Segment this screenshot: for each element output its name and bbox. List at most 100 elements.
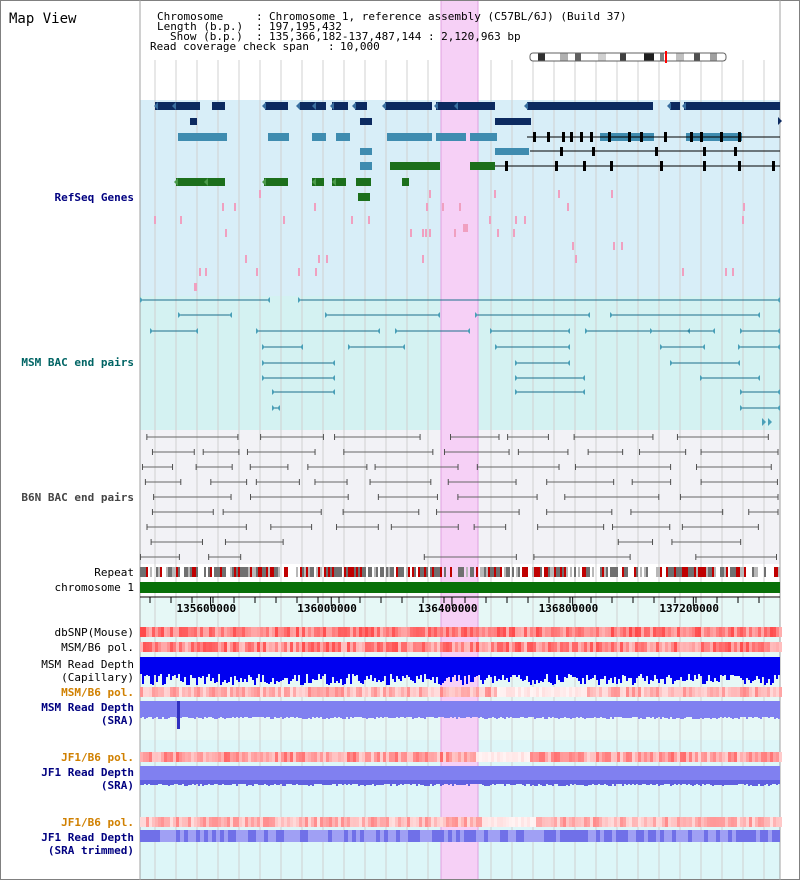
jf1-trimmed-depth-cell: [360, 830, 364, 842]
gene-block: [268, 133, 289, 141]
dbsnp-density-cell: [755, 627, 758, 637]
msm-polymorphism-cell: [443, 642, 446, 652]
msm-capillary-depth-bar: [604, 657, 606, 676]
msm-sra-depth-bar: [250, 713, 252, 718]
track-label-jf1-depth-trimmed: JF1 Read Depth: [41, 831, 134, 844]
msm-polymorphism-cell: [551, 642, 554, 652]
jf1-polymorphism-cell: [464, 817, 467, 827]
msm-sra-depth-bar: [618, 713, 620, 717]
dbsnp-density-cell: [668, 627, 671, 637]
bac-end-marker: [660, 344, 663, 350]
jf1-sra-depth-bar: [700, 780, 702, 786]
jf1-sra-depth-bar: [534, 780, 536, 786]
refseq-gene-small: [613, 242, 615, 250]
msm-capillary-depth-bar: [758, 657, 760, 679]
msm-polymorphism-cell: [662, 642, 665, 652]
msm-capillary-depth-bar: [152, 657, 154, 685]
msm-polymorphism-cell: [257, 642, 260, 652]
jf1-polymorphism-cell: [290, 752, 293, 762]
msm-polymorphism-cell: [659, 687, 662, 697]
jf1-polymorphism-cell: [704, 752, 707, 762]
jf1-trimmed-depth-cell: [208, 830, 212, 842]
msm-polymorphism-cell: [431, 687, 434, 697]
jf1-polymorphism-cell: [320, 817, 323, 827]
msm-polymorphism-cell: [626, 642, 629, 652]
msm-capillary-depth-bar: [518, 657, 520, 675]
msm-polymorphism-cell: [143, 687, 146, 697]
refseq-gene-small: [429, 229, 431, 237]
dbsnp-density-cell: [761, 627, 764, 637]
msm-sra-depth-bar: [442, 713, 444, 717]
msm-polymorphism-cell: [557, 642, 560, 652]
gene-exon: [583, 161, 586, 171]
jf1-sra-depth-bar: [352, 780, 354, 784]
msm-sra-depth-bar: [506, 713, 508, 717]
jf1-sra-depth-bar: [584, 780, 586, 786]
jf1-trimmed-depth-cell: [292, 830, 296, 842]
msm-polymorphism-cell: [686, 687, 689, 697]
dbsnp-density-cell: [317, 627, 320, 637]
track-label-dbsnp: dbSNP(Mouse): [54, 626, 134, 639]
msm-capillary-depth-bar: [310, 657, 312, 683]
ideogram-band: [620, 53, 626, 61]
bac-end-marker: [777, 328, 780, 334]
msm-capillary-depth-bar: [636, 657, 638, 678]
msm-sra-depth-bar: [722, 713, 724, 718]
repeat-element: [370, 567, 372, 577]
msm-sra-depth-bar: [340, 713, 342, 718]
msm-polymorphism-cell: [338, 687, 341, 697]
msm-sra-depth-bar: [168, 713, 170, 718]
jf1-sra-depth-bar: [632, 780, 634, 784]
jf1-trimmed-depth-cell: [444, 830, 448, 842]
jf1-polymorphism-cell: [305, 752, 308, 762]
jf1-polymorphism-cell: [452, 752, 455, 762]
msm-polymorphism-cell: [611, 642, 614, 652]
refseq-gene-small: [205, 268, 207, 276]
repeat-element: [476, 567, 478, 577]
msm-polymorphism-cell: [158, 642, 161, 652]
jf1-polymorphism-cell: [689, 817, 692, 827]
jf1-polymorphism-cell: [260, 817, 263, 827]
msm-polymorphism-cell: [458, 687, 461, 697]
jf1-polymorphism-cell: [347, 817, 350, 827]
jf1-sra-depth-bar: [358, 780, 360, 786]
refseq-gene-small: [422, 255, 424, 263]
gene-block: [360, 162, 372, 170]
msm-polymorphism-cell: [602, 642, 605, 652]
jf1-sra-depth-bar: [486, 780, 488, 786]
msm-polymorphism-cell: [488, 687, 491, 697]
msm-polymorphism-cell: [353, 687, 356, 697]
msm-sra-depth-bar: [732, 713, 734, 719]
jf1-trimmed-depth-cell: [596, 830, 600, 842]
jf1-polymorphism-cell: [539, 817, 542, 827]
jf1-sra-depth-bar: [322, 780, 324, 785]
msm-capillary-depth-bar: [182, 657, 184, 682]
msm-sra-depth-bar: [464, 713, 466, 718]
msm-sra-depth-bar: [736, 713, 738, 718]
jf1-sra-depth-bar: [256, 780, 258, 784]
dbsnp-density-cell: [485, 627, 488, 637]
repeat-element: [774, 567, 776, 577]
msm-polymorphism-cell: [473, 642, 476, 652]
repeat-element: [376, 567, 378, 577]
repeat-element: [522, 567, 524, 577]
msm-polymorphism-cell: [158, 687, 161, 697]
gene-block: [312, 178, 324, 186]
jf1-polymorphism-cell: [494, 817, 497, 827]
jf1-sra-depth-bar: [160, 780, 162, 784]
msm-polymorphism-cell: [737, 687, 740, 697]
msm-sra-depth-bar: [686, 713, 688, 717]
jf1-polymorphism-cell: [419, 817, 422, 827]
msm-sra-depth-bar: [670, 713, 672, 717]
msm-sra-depth-bar: [238, 713, 240, 718]
dbsnp-density-cell: [347, 627, 350, 637]
msm-polymorphism-cell: [431, 642, 434, 652]
msm-capillary-depth-bar: [516, 657, 518, 677]
jf1-polymorphism-cell: [245, 817, 248, 827]
msm-polymorphism-cell: [185, 642, 188, 652]
jf1-polymorphism-cell: [599, 817, 602, 827]
dbsnp-density-cell: [752, 627, 755, 637]
msm-sra-depth-bar: [720, 713, 722, 717]
msm-capillary-depth-bar: [764, 657, 766, 685]
